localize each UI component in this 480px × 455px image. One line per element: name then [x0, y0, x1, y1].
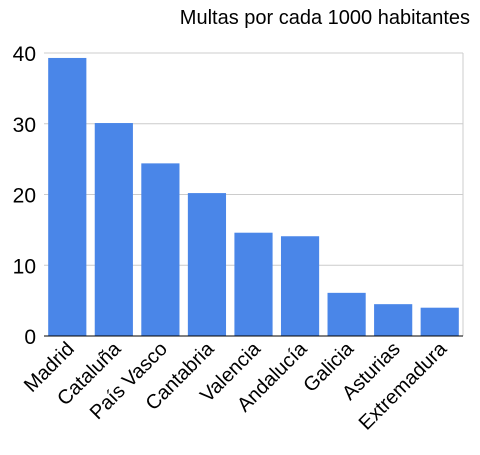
bar — [141, 163, 180, 336]
bar — [234, 232, 273, 336]
y-axis-tick-labels: 0 10 20 30 40 — [13, 43, 36, 349]
bar — [94, 123, 133, 336]
y-tick-label: 0 — [24, 326, 36, 349]
chart-title: Multas por cada 1000 habitantes — [180, 7, 470, 29]
y-tick-label: 20 — [13, 185, 36, 208]
bar — [48, 57, 87, 336]
bar — [327, 292, 366, 336]
y-tick-label: 40 — [13, 43, 36, 66]
y-tick-label: 30 — [13, 114, 36, 137]
bar — [187, 193, 227, 336]
bar — [420, 307, 459, 336]
bar — [280, 236, 320, 336]
bar — [374, 304, 413, 336]
bars — [48, 57, 459, 336]
y-tick-label: 10 — [13, 255, 36, 278]
